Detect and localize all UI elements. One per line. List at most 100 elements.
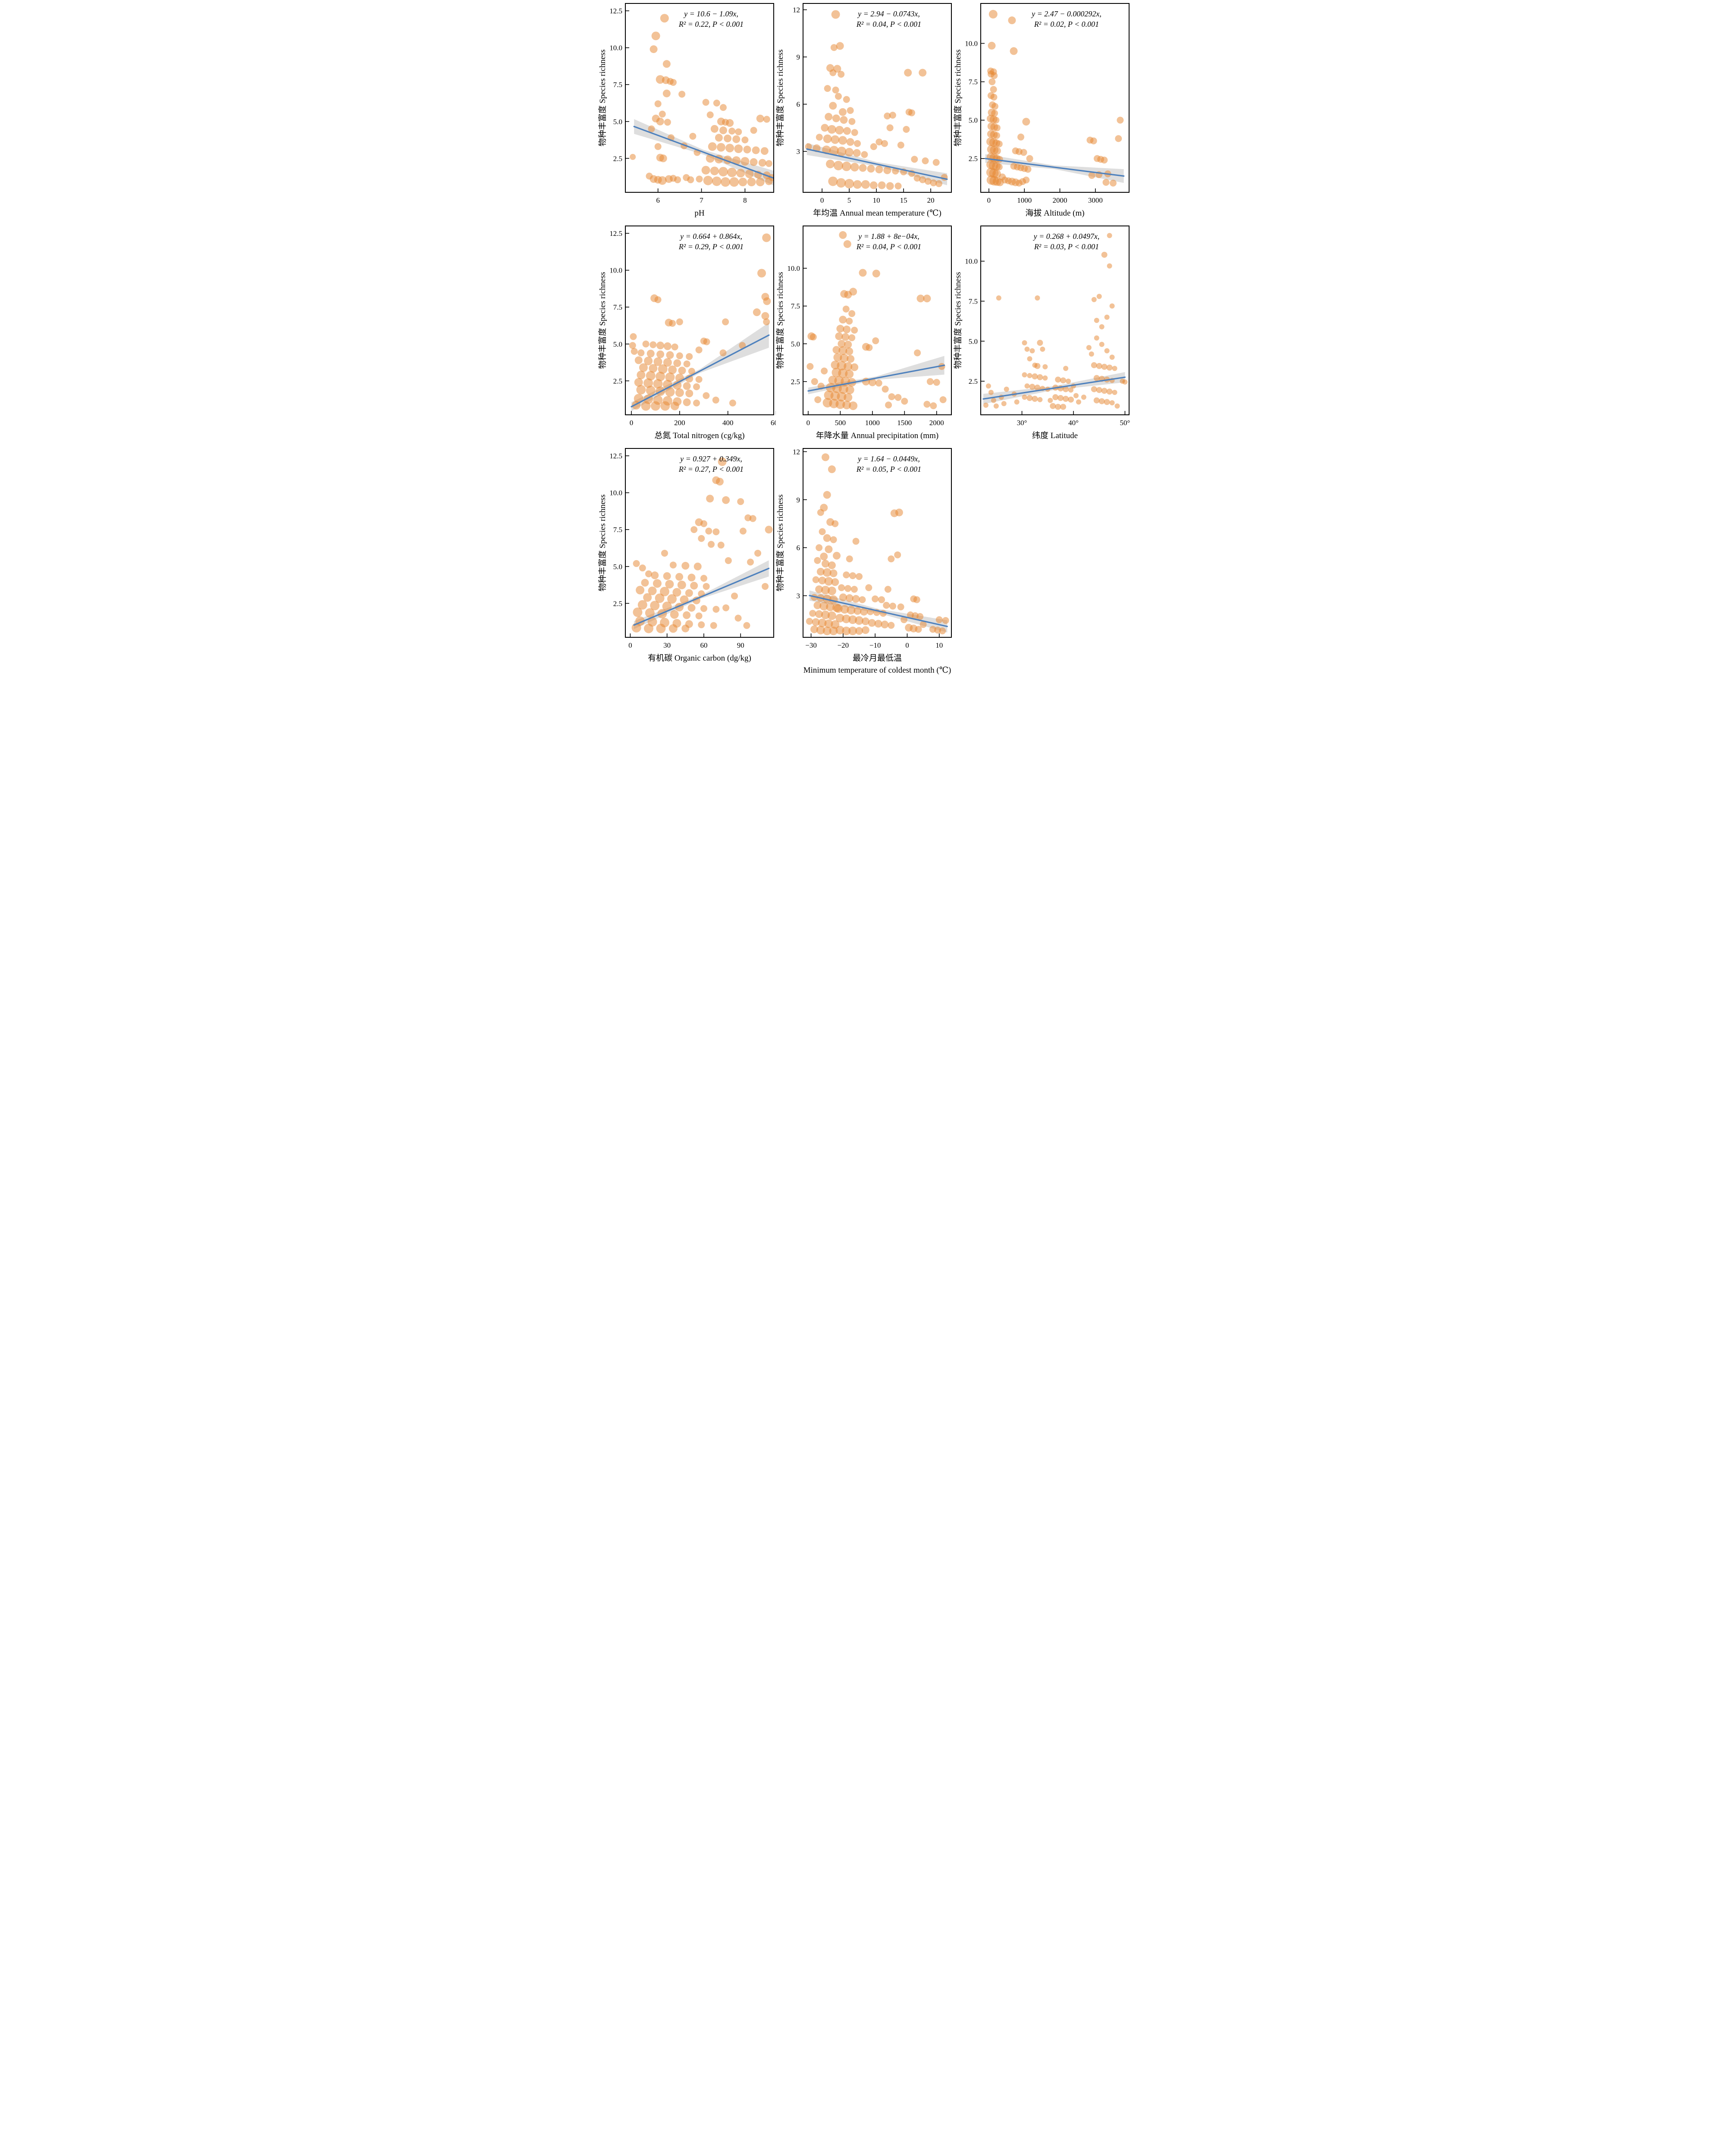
data-point — [901, 398, 908, 405]
data-point — [842, 326, 850, 334]
data-point — [743, 622, 750, 629]
equation-line1: y = 1.64 − 0.0449x, — [857, 454, 920, 463]
data-point — [859, 164, 867, 172]
data-point — [842, 305, 850, 313]
data-point — [838, 384, 848, 394]
data-point — [700, 575, 707, 582]
equation-line1: y = 2.94 − 0.0743x, — [857, 9, 920, 18]
data-point — [693, 562, 702, 570]
data-point — [648, 364, 657, 373]
data-point — [878, 181, 886, 189]
x-axis-label-line2: Minimum temperature of coldest month (℃) — [803, 666, 951, 675]
data-point — [1042, 364, 1048, 370]
data-point — [844, 341, 852, 349]
data-point — [990, 86, 997, 93]
data-point — [891, 167, 899, 175]
data-point — [1034, 384, 1040, 391]
data-point — [673, 359, 681, 367]
data-point — [897, 603, 904, 611]
data-point — [649, 341, 656, 348]
data-point — [821, 611, 830, 620]
x-tick-label: −30 — [805, 641, 817, 649]
data-point — [841, 627, 850, 636]
data-point — [926, 378, 934, 385]
plot-area: 30° 40° 50° 2.5 5.0 7.5 10.0 — [965, 226, 1130, 427]
data-point — [1036, 339, 1043, 346]
data-point — [1034, 295, 1040, 301]
data-point — [988, 78, 995, 85]
data-point — [1076, 399, 1081, 405]
data-point — [824, 619, 833, 628]
data-point — [712, 396, 719, 404]
data-point — [1026, 373, 1032, 379]
data-point — [822, 568, 832, 577]
data-point — [1107, 233, 1112, 238]
data-point — [846, 605, 855, 614]
y-tick-label: 10.0 — [609, 44, 622, 52]
data-point — [676, 318, 683, 326]
x-axis-label: 年均温 Annual mean temperature (℃) — [813, 208, 941, 218]
data-point — [830, 536, 837, 543]
data-point — [760, 147, 769, 155]
equation-line1: y = 0.927 + 0.349x, — [679, 454, 742, 463]
data-point — [914, 626, 922, 633]
data-point — [645, 570, 652, 577]
data-point — [844, 291, 852, 299]
data-point — [885, 401, 892, 409]
data-point — [843, 96, 850, 103]
y-tick-label: 12 — [793, 6, 800, 14]
data-point — [883, 166, 891, 174]
y-tick-label: 2.5 — [968, 155, 977, 163]
data-point — [990, 94, 997, 101]
data-point — [702, 392, 709, 399]
data-point — [843, 240, 851, 248]
data-point — [840, 605, 849, 614]
data-point — [718, 457, 727, 466]
data-point — [1093, 397, 1100, 404]
x-tick-label: 2000 — [1052, 196, 1067, 204]
scatter-plot-latitude: 30° 40° 50° 2.5 5.0 7.5 10.0 y = 0.268 + 0.049… — [954, 226, 1130, 440]
scatter-plot-altitude: 0 1000 2000 3000 2.5 5.0 7.5 10.0 y = 2.47 − 0.… — [954, 3, 1130, 218]
equation-line1: y = 0.268 + 0.0497x, — [1032, 232, 1099, 241]
data-point — [700, 520, 707, 527]
scatter-plot-ph: 6 7 8 2.5 5.0 7.5 10.0 12.5 y = 10.6 − 1.09x, R… — [598, 3, 774, 218]
data-point — [853, 180, 862, 189]
data-point — [836, 147, 846, 157]
data-point — [1100, 157, 1108, 164]
equation-line1: y = 10.6 − 1.09x, — [683, 9, 738, 18]
data-point — [675, 573, 683, 581]
data-point — [1054, 404, 1061, 410]
data-point — [641, 401, 651, 411]
data-point — [815, 610, 823, 618]
data-point — [716, 143, 725, 152]
data-point — [806, 363, 813, 370]
data-point — [848, 615, 857, 624]
data-point — [676, 352, 683, 360]
data-point — [850, 586, 858, 593]
x-axis-label: 纬度 Latitude — [1032, 431, 1077, 440]
data-point — [848, 334, 855, 342]
data-point — [662, 89, 671, 97]
y-tick-label: 12.5 — [609, 7, 622, 15]
data-point — [831, 578, 839, 586]
data-point — [847, 107, 854, 114]
plot-border — [624, 226, 774, 415]
confidence-band — [634, 560, 769, 629]
data-point — [916, 295, 925, 303]
data-point — [659, 586, 669, 596]
y-tick-label: 3 — [796, 592, 800, 600]
data-point — [996, 295, 1001, 301]
data-point — [643, 378, 653, 388]
data-point — [664, 119, 671, 126]
data-point — [738, 178, 747, 187]
data-point — [820, 124, 828, 132]
data-point — [703, 175, 713, 185]
data-point — [836, 361, 846, 371]
data-point — [991, 398, 996, 403]
data-point — [815, 585, 823, 593]
data-point — [993, 403, 999, 409]
data-point — [850, 163, 859, 172]
data-point — [650, 601, 659, 611]
data-point — [723, 135, 731, 143]
data-point — [895, 508, 903, 517]
